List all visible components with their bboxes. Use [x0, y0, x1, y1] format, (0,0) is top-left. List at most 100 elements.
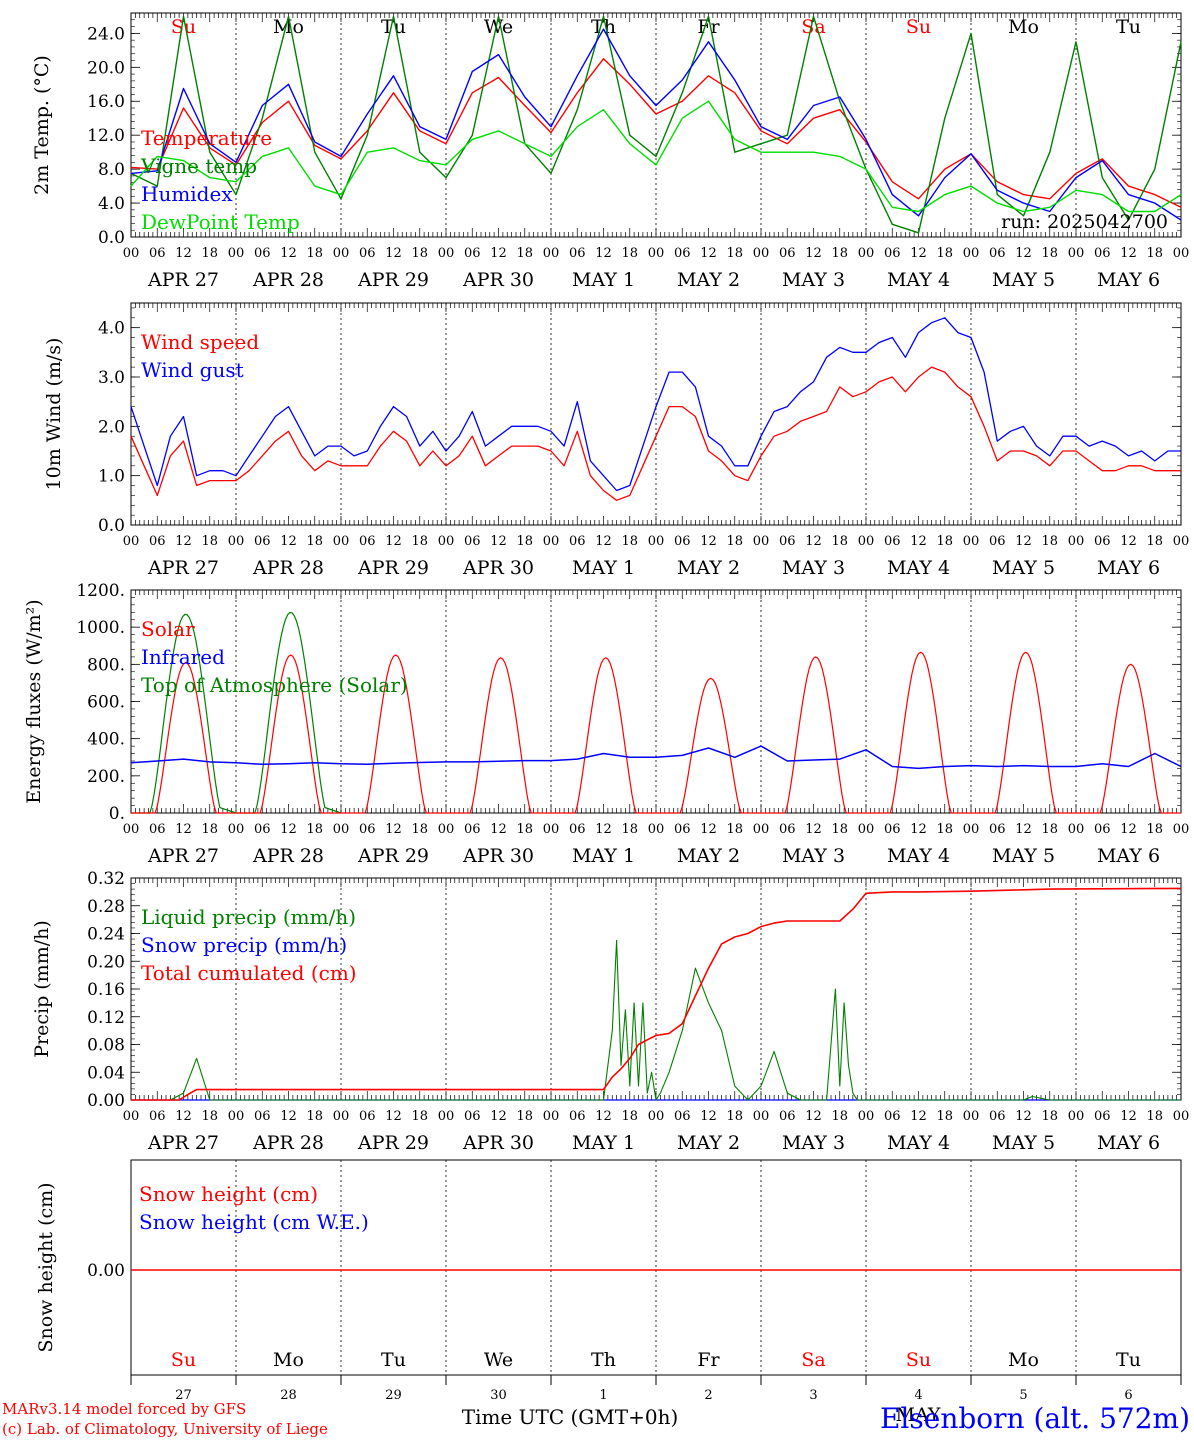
date-label: MAY 1: [572, 1132, 635, 1154]
series-infrared: [130, 745, 1182, 770]
hour-tick-label: 00: [228, 822, 245, 837]
hour-tick-label: 06: [779, 1109, 796, 1124]
hour-tick-label: 06: [359, 246, 376, 261]
hour-tick-label: 18: [201, 534, 218, 549]
hour-tick-label: 00: [753, 534, 770, 549]
hour-tick-label: 06: [884, 246, 901, 261]
hour-tick-label: 00: [1068, 822, 1085, 837]
date-label: MAY 5: [992, 1132, 1055, 1154]
hour-tick-label: 06: [779, 822, 796, 837]
series-wind-gust: [130, 317, 1181, 492]
series-top-of-atmosphere: [131, 611, 342, 814]
hour-tick-label: 18: [411, 1109, 428, 1124]
hour-tick-label: 18: [726, 1109, 743, 1124]
hour-tick-label: 00: [438, 246, 455, 261]
hour-tick-label: 00: [753, 822, 770, 837]
hour-tick-label: 18: [936, 822, 953, 837]
hour-tick-label: 06: [359, 534, 376, 549]
hour-tick-label: 00: [438, 822, 455, 837]
hour-tick-label: 12: [700, 1109, 717, 1124]
hour-tick-label: 12: [490, 246, 507, 261]
hour-tick-label: 12: [385, 1109, 402, 1124]
hour-tick-label: 12: [700, 822, 717, 837]
hour-tick-label: 18: [411, 534, 428, 549]
date-label: MAY 4: [887, 845, 950, 867]
date-label: APR 27: [147, 557, 219, 579]
hour-tick-label: 06: [989, 246, 1006, 261]
hour-tick-label: 12: [385, 534, 402, 549]
date-label: MAY 6: [1097, 1132, 1160, 1154]
y-tick-label: 24.0: [87, 24, 125, 44]
hour-tick-label: 00: [333, 1109, 350, 1124]
hour-tick-label: 00: [123, 534, 140, 549]
weekday-label: We: [484, 16, 513, 38]
hour-tick-label: 00: [1068, 534, 1085, 549]
weekday-label: Su: [906, 16, 931, 38]
hour-tick-label: 06: [1094, 534, 1111, 549]
y-tick-label: 0.32: [87, 869, 125, 889]
y-tick-label: 0.28: [87, 897, 125, 917]
hour-tick-label: 06: [464, 822, 481, 837]
legend-entry: Top of Atmosphere (Solar): [141, 673, 408, 697]
y-tick-label: 12.0: [87, 126, 125, 146]
hour-tick-label: 00: [648, 1109, 665, 1124]
date-label: MAY 2: [677, 557, 740, 579]
hour-tick-label: 12: [1120, 822, 1137, 837]
hour-tick-label: 06: [254, 534, 271, 549]
hour-tick-label: 00: [963, 534, 980, 549]
hour-tick-label: 00: [1068, 1109, 1085, 1124]
hour-tick-label: 18: [831, 246, 848, 261]
hour-tick-label: 06: [569, 822, 586, 837]
series-solar: [131, 651, 1181, 814]
weekday-label: Mo: [273, 1349, 304, 1371]
hour-tick-label: 06: [149, 822, 166, 837]
legend-entry: Vigne temp: [140, 154, 257, 178]
legend-entry: Humidex: [141, 182, 233, 206]
weekday-label: Tu: [381, 16, 406, 38]
hour-tick-label: 18: [411, 822, 428, 837]
hour-tick-label: 00: [963, 822, 980, 837]
hour-tick-label: 18: [1146, 1109, 1163, 1124]
date-label: APR 30: [462, 845, 534, 867]
hour-tick-label: 06: [149, 1109, 166, 1124]
hour-tick-label: 00: [333, 534, 350, 549]
hour-tick-label: 12: [595, 246, 612, 261]
hour-tick-label: 00: [228, 534, 245, 549]
hour-tick-label: 06: [1094, 246, 1111, 261]
legend-entry: Snow height (cm W.E.): [139, 1210, 369, 1234]
hour-tick-label: 18: [726, 822, 743, 837]
hour-tick-label: 12: [490, 1109, 507, 1124]
footer-lab-credit: (c) Lab. of Climatology, University of L…: [2, 1420, 328, 1438]
hour-tick-label: 12: [1120, 534, 1137, 549]
hour-tick-label: 00: [123, 246, 140, 261]
hour-tick-label: 00: [1173, 246, 1190, 261]
series-wind-speed: [130, 366, 1181, 501]
hour-tick-label: 06: [254, 822, 271, 837]
y-tick-label: 0.12: [87, 1008, 125, 1028]
hour-tick-label: 00: [963, 246, 980, 261]
hour-tick-label: 18: [936, 534, 953, 549]
hour-tick-label: 06: [989, 1109, 1006, 1124]
y-tick-label: 0.00: [87, 1091, 125, 1111]
y-tick-label: 16.0: [87, 92, 125, 112]
hour-tick-label: 06: [149, 534, 166, 549]
hour-tick-label: 12: [175, 1109, 192, 1124]
y-tick-label: 0.08: [87, 1036, 125, 1056]
series-total-cumulated: [131, 887, 1182, 1101]
hour-tick-label: 18: [1146, 822, 1163, 837]
date-label: MAY 1: [572, 845, 635, 867]
legend-entry: Wind speed: [141, 330, 259, 354]
footer-model-credit: MARv3.14 model forced by GFS: [2, 1400, 246, 1418]
weekday-label: Tu: [1116, 16, 1141, 38]
hour-tick-label: 18: [621, 534, 638, 549]
date-label: APR 30: [462, 1132, 534, 1154]
legend-entry: Snow height (cm): [139, 1182, 318, 1206]
hour-tick-label: 00: [1173, 1109, 1190, 1124]
hour-tick-label: 12: [175, 534, 192, 549]
weekday-label: We: [484, 1349, 513, 1371]
hour-tick-label: 06: [989, 534, 1006, 549]
date-label: MAY 1: [572, 557, 635, 579]
hour-tick-label: 06: [149, 246, 166, 261]
legend-entry: Solar: [141, 617, 195, 641]
hour-tick-label: 12: [280, 822, 297, 837]
